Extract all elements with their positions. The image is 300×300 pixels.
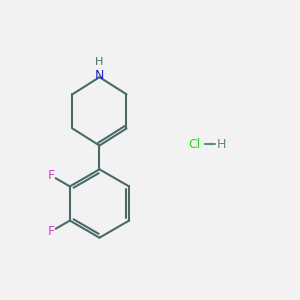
- Text: F: F: [47, 225, 55, 238]
- Text: H: H: [95, 57, 104, 67]
- Text: Cl: Cl: [189, 138, 201, 151]
- Text: H: H: [217, 138, 226, 151]
- Text: F: F: [47, 169, 55, 182]
- Text: N: N: [95, 69, 104, 82]
